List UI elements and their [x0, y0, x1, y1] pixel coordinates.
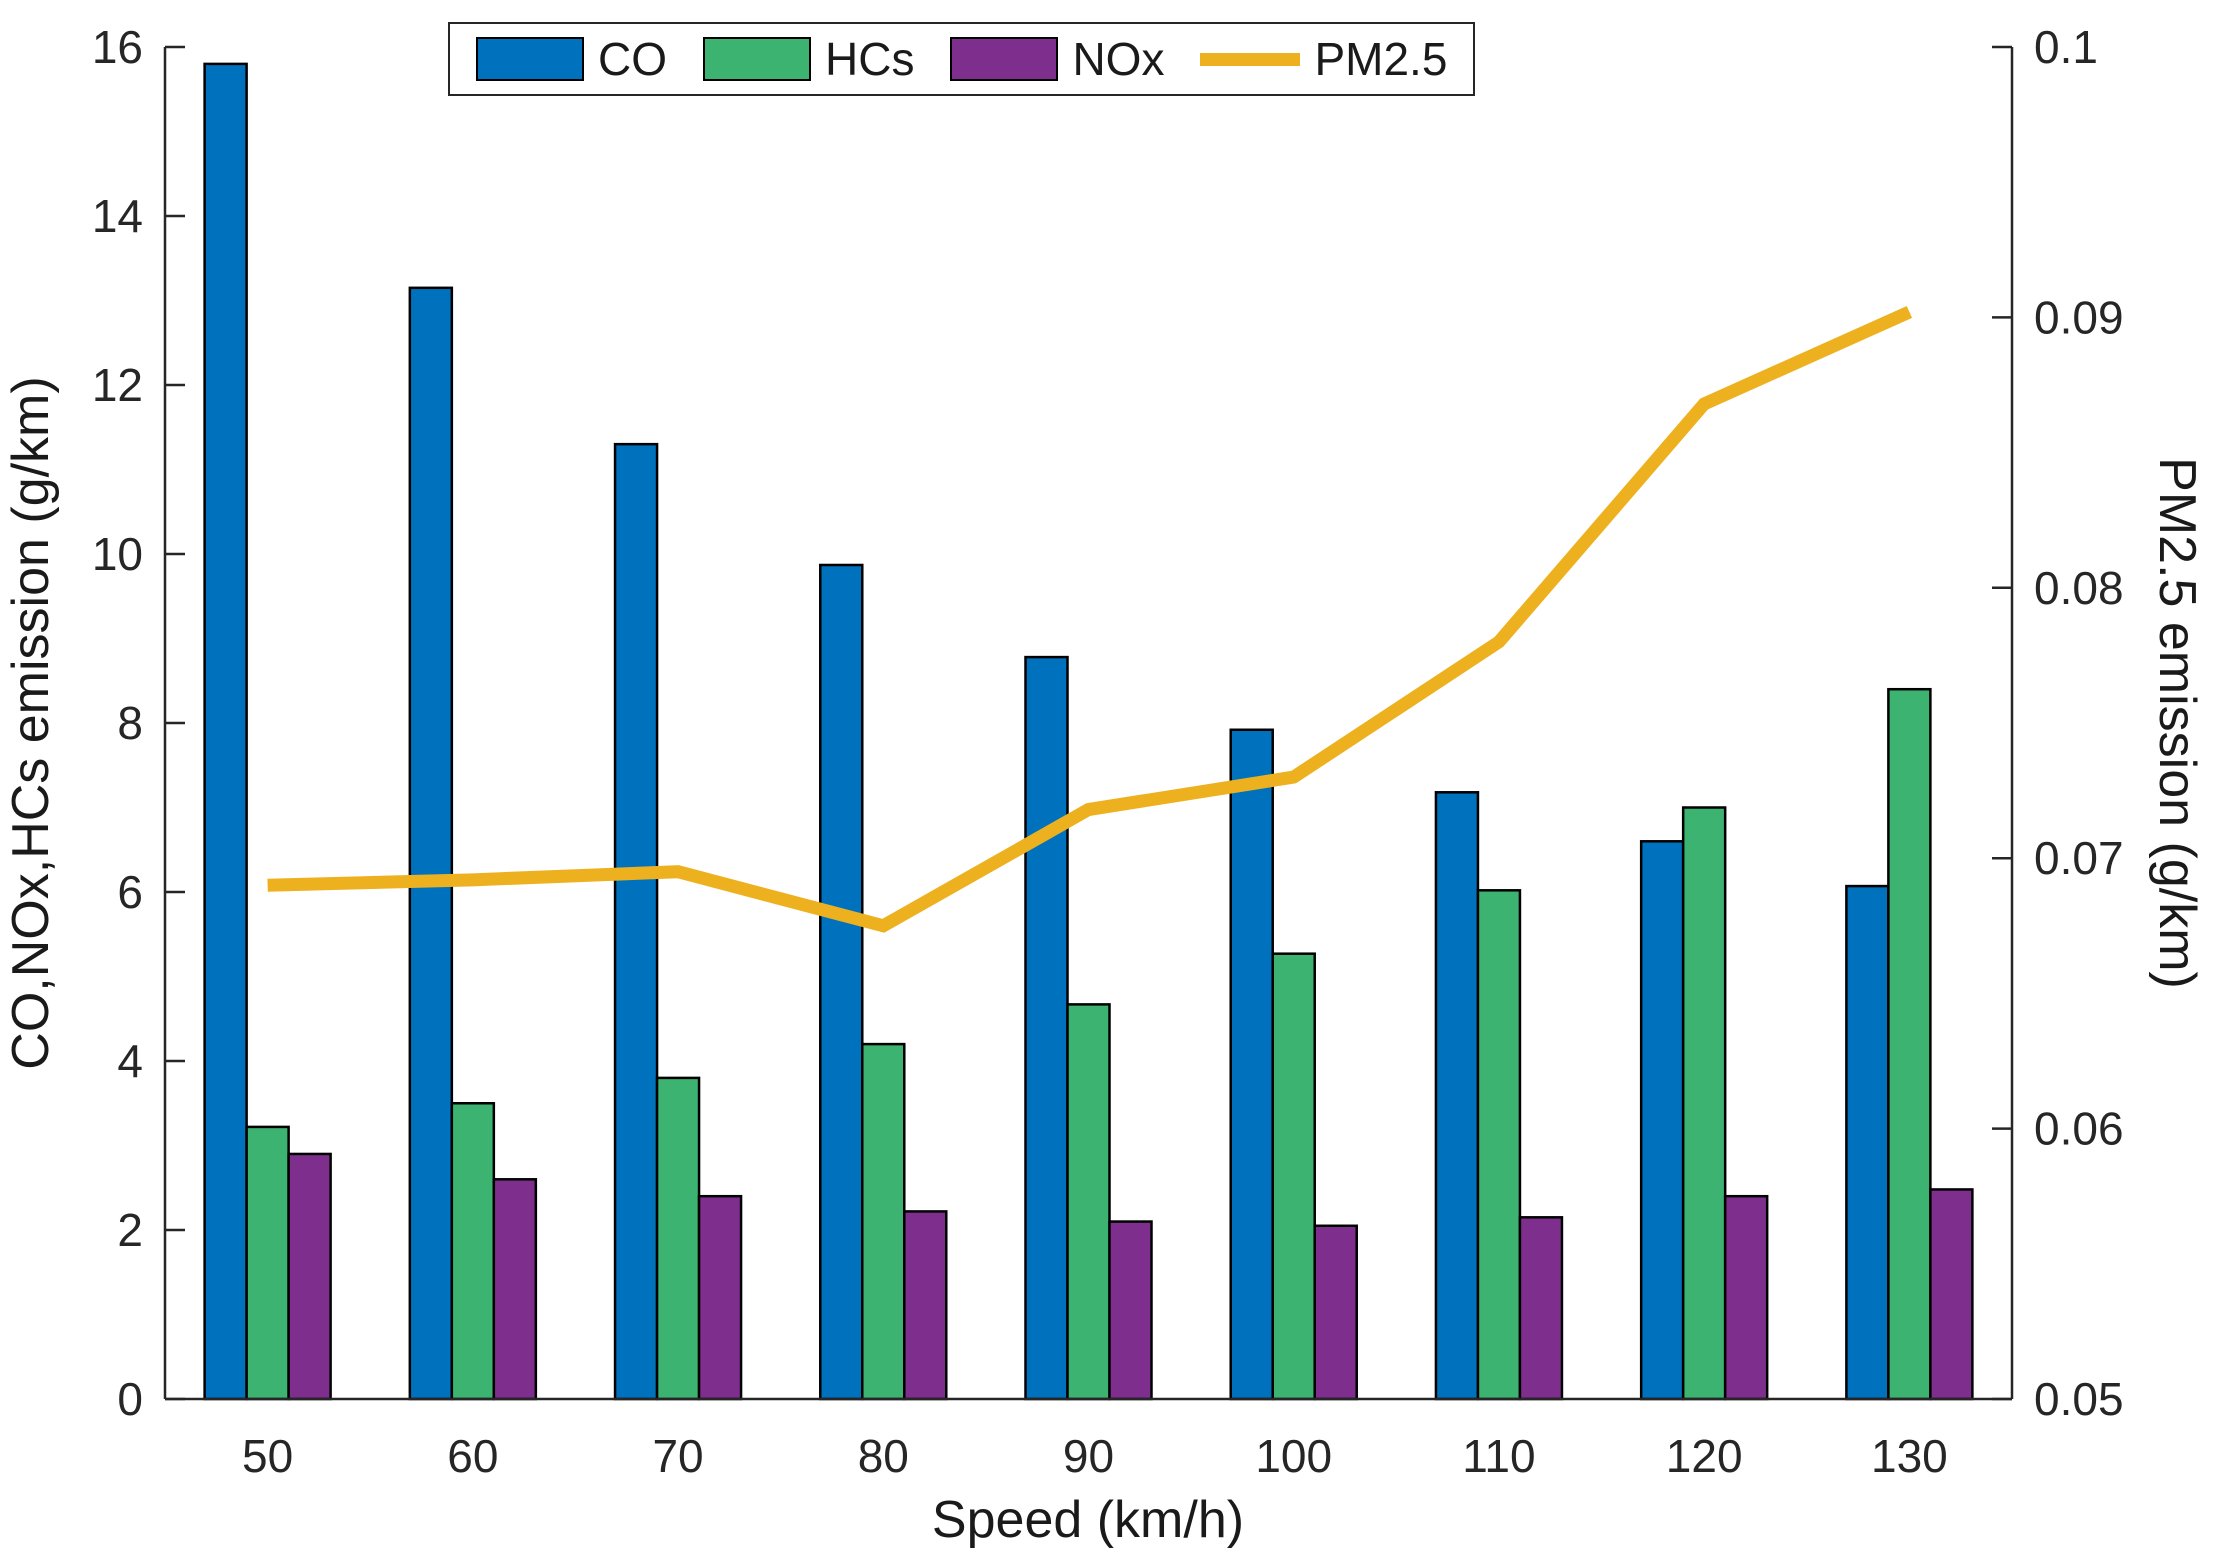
- co-bar-120: [1639, 840, 1685, 1401]
- x-tick-label: 90: [1063, 1430, 1114, 1482]
- left-tick-label: 14: [92, 190, 143, 242]
- pm25-legend-swatch: [1200, 52, 1301, 66]
- hcs-legend-label: HCs: [825, 33, 915, 85]
- nox-legend-label: NOx: [1072, 33, 1165, 85]
- legend-item-nox: NOx: [950, 36, 1164, 82]
- pm25-line: [267, 306, 1913, 933]
- hcs-bar-80: [861, 1042, 906, 1401]
- co-bar-80: [819, 563, 864, 1401]
- x-tick-label: 70: [652, 1430, 703, 1482]
- x-tick-label: 130: [1871, 1430, 1948, 1482]
- hcs-bar-100: [1271, 952, 1316, 1401]
- legend-item-pm25: PM2.5: [1200, 36, 1447, 82]
- nox-bars: [287, 1152, 1974, 1401]
- left-tick-label: 16: [92, 21, 143, 73]
- legend-item-co: CO: [476, 36, 667, 82]
- left-tick-label: 8: [117, 697, 143, 749]
- hcs-bar-120: [1681, 806, 1727, 1401]
- right-axis-title: PM2.5 emission (g/km): [2148, 457, 2206, 989]
- nox-bar-100: [1313, 1224, 1358, 1401]
- hcs-bar-110: [1476, 889, 1522, 1401]
- nox-legend-swatch: [950, 37, 1059, 81]
- left-tick-label: 6: [117, 866, 143, 918]
- hcs-bar-50: [245, 1125, 290, 1401]
- nox-bar-50: [287, 1152, 332, 1401]
- right-tick-label: 0.09: [2034, 291, 2124, 343]
- left-tick-label: 12: [92, 359, 143, 411]
- left-tick-label: 10: [92, 528, 143, 580]
- legend-item-hcs: HCs: [703, 36, 914, 82]
- hcs-bar-70: [655, 1076, 701, 1401]
- hcs-bar-60: [450, 1102, 496, 1401]
- hcs-legend-swatch: [703, 37, 811, 81]
- nox-bar-90: [1108, 1220, 1153, 1401]
- co-bar-70: [613, 442, 659, 1401]
- x-tick-label: 60: [447, 1430, 498, 1482]
- nox-bar-110: [1518, 1216, 1564, 1401]
- left-tick-label: 0: [117, 1373, 143, 1425]
- co-legend-label: CO: [598, 33, 667, 85]
- nox-bar-60: [492, 1178, 538, 1401]
- co-bars: [203, 62, 1890, 1401]
- x-tick-label: 110: [1462, 1430, 1535, 1482]
- co-bar-100: [1229, 728, 1274, 1401]
- nox-bar-80: [903, 1210, 948, 1401]
- co-bar-90: [1024, 655, 1069, 1401]
- legend: CO HCs NOx PM2.5: [448, 22, 1476, 96]
- left-tick-label: 4: [117, 1035, 143, 1087]
- co-bar-130: [1845, 884, 1890, 1401]
- co-legend-swatch: [476, 37, 584, 81]
- hcs-bar-90: [1066, 1003, 1111, 1401]
- right-tick-label: 0.07: [2034, 832, 2124, 884]
- co-bar-60: [408, 286, 454, 1401]
- nox-bar-70: [697, 1194, 743, 1401]
- x-tick-label: 100: [1255, 1430, 1332, 1482]
- right-tick-label: 0.08: [2034, 562, 2124, 614]
- x-axis-title: Speed (km/h): [932, 1491, 1244, 1549]
- right-tick-label: 0.05: [2034, 1373, 2124, 1425]
- nox-bar-130: [1929, 1188, 1974, 1401]
- co-bar-50: [203, 62, 248, 1401]
- nox-bar-120: [1723, 1194, 1769, 1401]
- left-axis-title: CO,NOx,HCs emission (g/km): [2, 376, 60, 1069]
- x-tick-label: 80: [858, 1430, 909, 1482]
- co-bar-110: [1434, 791, 1480, 1401]
- right-tick-label: 0.06: [2034, 1103, 2124, 1155]
- left-tick-label: 2: [117, 1204, 143, 1256]
- x-tick-label: 50: [242, 1430, 293, 1482]
- hcs-bar-130: [1887, 687, 1932, 1401]
- x-tick-label: 120: [1666, 1430, 1743, 1482]
- pm25-legend-label: PM2.5: [1314, 33, 1448, 85]
- right-tick-label: 0.1: [2034, 21, 2098, 73]
- hcs-bars: [245, 687, 1932, 1401]
